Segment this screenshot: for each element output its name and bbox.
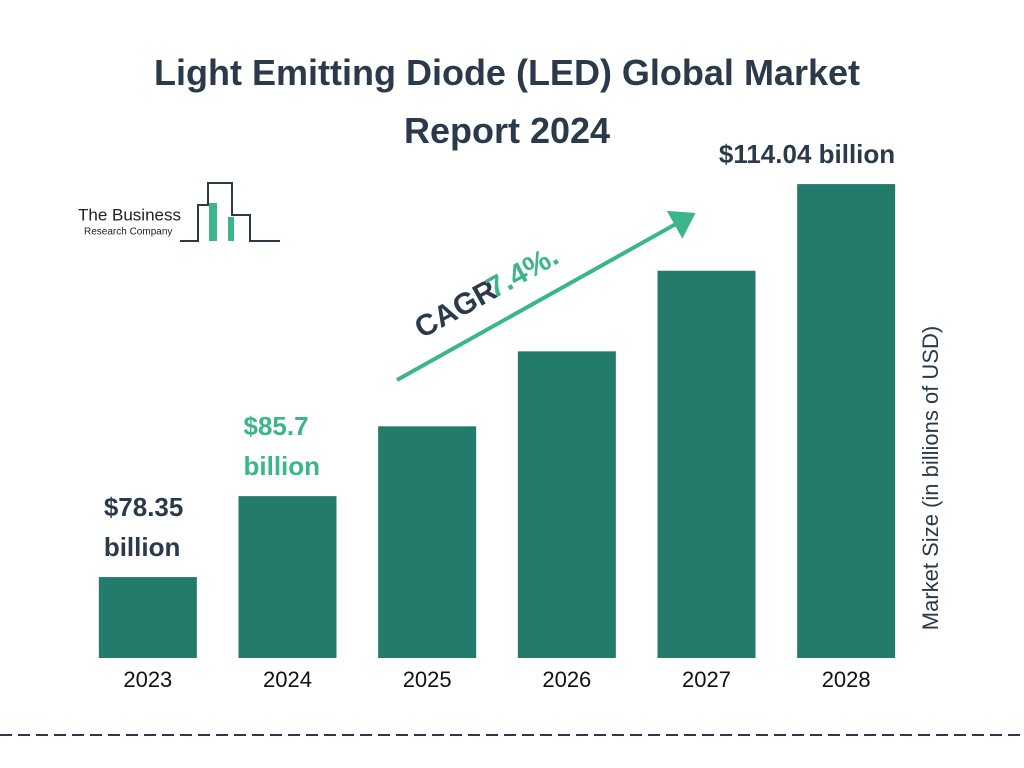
x-tick-label: 2026 bbox=[542, 667, 591, 692]
bar bbox=[657, 270, 756, 658]
x-tick-label: 2027 bbox=[682, 667, 731, 692]
bar bbox=[797, 184, 896, 658]
logo-text: The Business bbox=[78, 205, 181, 224]
bar bbox=[517, 351, 616, 658]
logo: The Business Research Company bbox=[78, 182, 280, 242]
bar bbox=[378, 426, 477, 658]
x-tick-label: 2023 bbox=[123, 667, 172, 692]
bar bbox=[238, 496, 337, 658]
logo-text: Research Company bbox=[84, 227, 172, 238]
x-tick-label: 2028 bbox=[822, 667, 871, 692]
cagr-arrow bbox=[396, 210, 696, 382]
value-label: $114.04 billion bbox=[718, 139, 896, 170]
chart-title: Light Emitting Diode (LED) Global Market… bbox=[154, 52, 860, 151]
bar bbox=[98, 577, 197, 658]
x-tick-label: 2025 bbox=[403, 667, 452, 692]
value-label: $78.35 billion bbox=[103, 492, 184, 563]
x-tick-label: 2024 bbox=[263, 667, 312, 692]
y-axis-label: Market Size (in billions of USD) bbox=[918, 326, 943, 630]
value-label: $85.7 billion bbox=[243, 411, 321, 482]
